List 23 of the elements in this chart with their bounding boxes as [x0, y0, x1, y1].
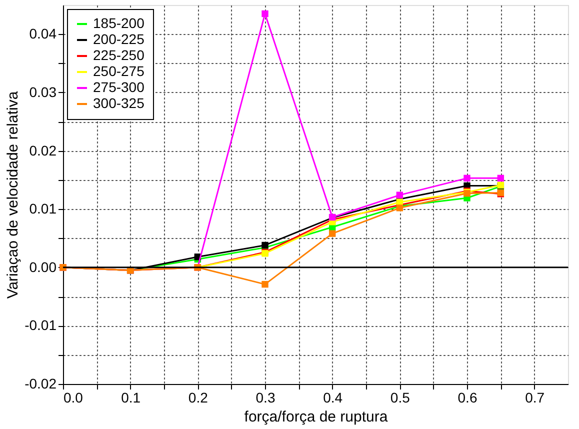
y-tick-label: 0.04	[29, 26, 57, 42]
legend-label: 225-250	[93, 47, 145, 63]
y-tick-label: 0.02	[29, 142, 57, 158]
y-tick-label: 0.03	[29, 84, 57, 100]
x-tick-label: 0.5	[390, 390, 410, 406]
x-tick-label: 0.3	[256, 390, 276, 406]
x-tick-label: 0.0	[64, 390, 84, 406]
y-tick-label: -0.02	[24, 376, 57, 392]
x-tick-label: 0.4	[323, 390, 343, 406]
y-tick-label: 0.00	[29, 258, 57, 275]
y-axis-title: Variaçao de velocidade relativa	[4, 90, 22, 299]
x-tick-label: 0.1	[121, 390, 141, 406]
legend-label: 185-200	[93, 15, 145, 31]
y-tick-label: -0.01	[24, 317, 57, 334]
x-tick-label: 0.6	[458, 390, 478, 406]
x-tick-label: 0.7	[525, 390, 545, 406]
legend-label: 200-225	[93, 31, 145, 47]
legend-label: 300-325	[93, 95, 145, 111]
x-axis-title: força/força de ruptura	[244, 408, 388, 426]
legend-label: 275-300	[93, 79, 145, 95]
legend-label: 250-275	[93, 63, 145, 79]
y-tick-label: 0.01	[29, 200, 57, 217]
x-tick-label: 0.2	[188, 390, 208, 406]
